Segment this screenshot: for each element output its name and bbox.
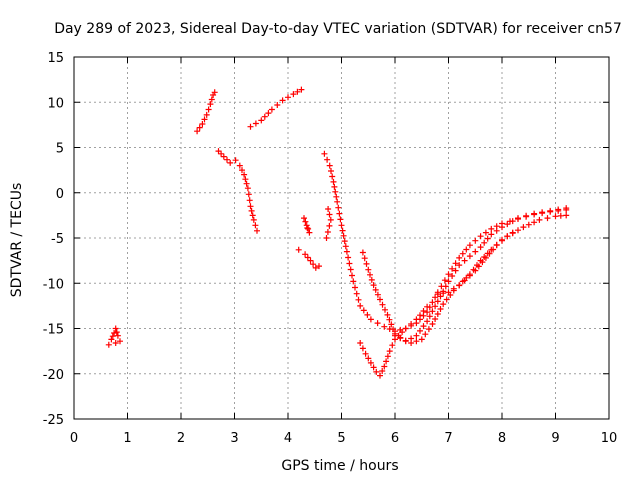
- y-tick-label: 5: [56, 142, 64, 157]
- chart-title: Day 289 of 2023, Sidereal Day-to-day VTE…: [54, 21, 622, 37]
- y-tick-label: -20: [43, 368, 64, 383]
- data-series: [247, 86, 305, 130]
- data-point-markers: [105, 325, 123, 348]
- data-point-markers: [434, 229, 516, 298]
- data-series: [359, 205, 570, 345]
- data-points: [105, 86, 570, 379]
- data-series: [301, 215, 313, 236]
- data-series: [321, 150, 431, 335]
- y-tick-label: -15: [43, 323, 64, 338]
- grid-layer: [74, 57, 609, 419]
- data-series: [295, 246, 322, 271]
- data-point-markers: [357, 206, 570, 379]
- data-point-markers: [215, 148, 260, 234]
- y-tick-label: -5: [51, 232, 64, 247]
- x-tick-label: 9: [551, 431, 559, 446]
- data-point-markers: [194, 89, 218, 135]
- plot-frame: [73, 56, 610, 420]
- data-point-markers: [323, 206, 334, 241]
- data-series: [357, 206, 570, 379]
- y-tick-label: 15: [47, 51, 64, 66]
- data-series: [215, 148, 260, 234]
- data-point-markers: [321, 150, 431, 335]
- data-series: [323, 206, 334, 241]
- y-tick-label: -10: [43, 277, 64, 292]
- y-tick-label: 0: [56, 187, 64, 202]
- data-series: [392, 212, 570, 346]
- x-axis-ticks: 0 1 2 3 4 5 6 7 8 9 10: [70, 57, 617, 446]
- x-tick-label: 6: [391, 431, 399, 446]
- x-tick-label: 8: [498, 431, 506, 446]
- data-point-markers: [247, 86, 305, 130]
- y-axis-label: SDTVAR / TECUs: [9, 183, 25, 298]
- y-tick-label: -25: [43, 413, 64, 428]
- x-tick-label: 10: [601, 431, 618, 446]
- x-tick-label: 5: [337, 431, 345, 446]
- data-series: [105, 325, 123, 348]
- data-point-markers: [295, 246, 322, 271]
- x-tick-label: 3: [230, 431, 238, 446]
- data-series: [194, 89, 218, 135]
- data-series: [434, 229, 516, 298]
- x-tick-label: 0: [70, 431, 78, 446]
- x-axis-label: GPS time / hours: [281, 458, 398, 474]
- data-point-markers: [359, 205, 570, 345]
- y-tick-label: 10: [47, 96, 64, 111]
- data-point-markers: [392, 212, 570, 346]
- y-axis-ticks: 15 10 5 0 -5 -10 -15 -20 -25: [43, 51, 609, 428]
- x-tick-label: 4: [284, 431, 292, 446]
- data-point-markers: [301, 215, 313, 236]
- x-tick-label: 2: [177, 431, 185, 446]
- x-tick-label: 1: [123, 431, 131, 446]
- x-tick-label: 7: [444, 431, 452, 446]
